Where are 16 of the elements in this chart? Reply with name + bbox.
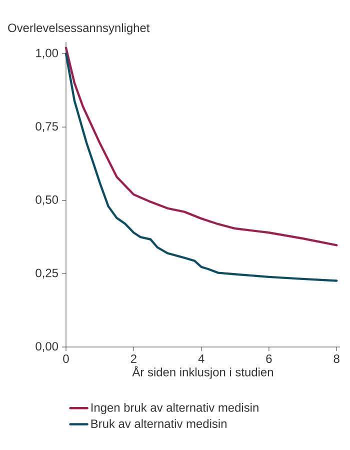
legend-label: Bruk av alternativ medisin	[91, 419, 226, 428]
y-tick-label: 0,00	[36, 342, 58, 352]
x-tick-label: 4	[198, 354, 204, 363]
y-tick-label: 0,50	[36, 195, 58, 206]
line-series	[64, 46, 338, 246]
legend-label: Ingen bruk av alternativ medisin	[91, 403, 258, 414]
x-tick-label: 2	[130, 354, 136, 363]
y-axis-title: Overlevelsessannsynlighet	[8, 23, 150, 34]
x-tick-label: 6	[266, 354, 272, 363]
x-tick-label: 0	[63, 354, 69, 363]
y-tick-label: 1,00	[36, 48, 58, 59]
y-tick-label: 0,25	[36, 268, 58, 279]
x-tick-label: 8	[334, 354, 340, 363]
x-axis-title: År siden inklusjon i studien	[132, 366, 273, 379]
line-series	[64, 52, 338, 282]
y-tick-label: 0,75	[36, 122, 58, 132]
